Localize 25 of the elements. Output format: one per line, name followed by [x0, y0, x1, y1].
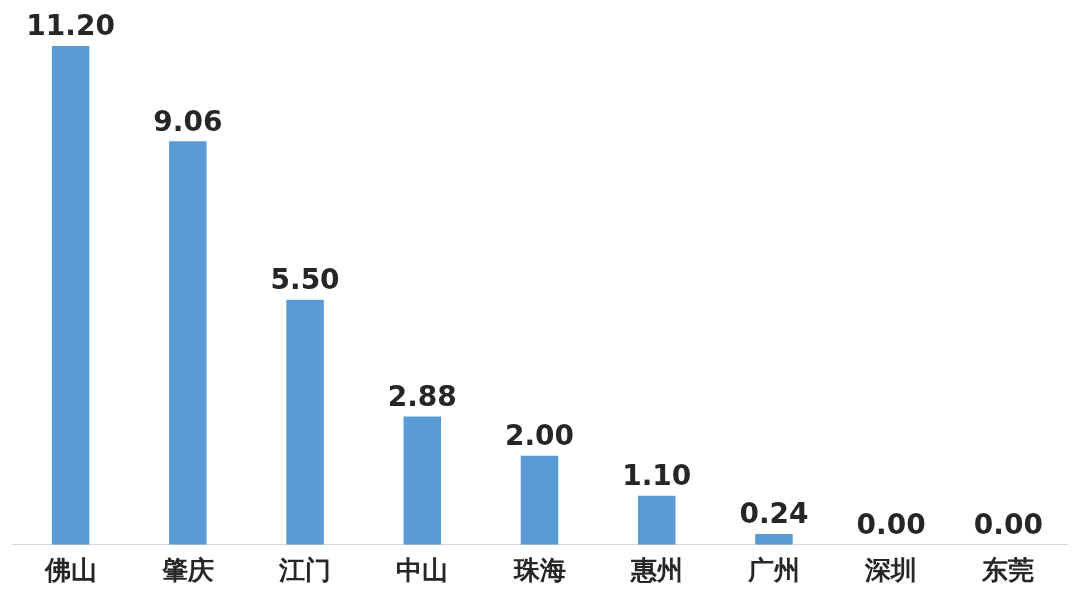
data-label: 0.00 — [973, 508, 1043, 542]
x-tick-label: 东莞 — [981, 555, 1035, 586]
bar — [169, 141, 207, 545]
data-label: 0.24 — [739, 497, 809, 531]
data-label: 5.50 — [270, 263, 340, 297]
data-label: 1.10 — [622, 459, 692, 493]
x-tick-label: 惠州 — [629, 555, 683, 586]
data-label: 9.06 — [153, 104, 223, 138]
data-label: 2.88 — [387, 379, 457, 413]
x-tick-label: 江门 — [278, 555, 332, 586]
data-label: 0.00 — [856, 508, 926, 542]
bar — [403, 416, 442, 545]
x-tick-label: 深圳 — [864, 555, 918, 586]
x-tick-label: 肇庆 — [160, 555, 214, 586]
x-tick-label: 珠海 — [512, 555, 566, 586]
x-tick-label: 佛山 — [43, 555, 97, 586]
bar — [520, 455, 559, 545]
bar — [286, 299, 324, 545]
bar — [51, 46, 90, 545]
x-tick-label: 中山 — [396, 555, 449, 586]
bar — [755, 534, 793, 545]
data-label: 11.20 — [26, 9, 115, 43]
bar — [637, 495, 676, 545]
data-label: 2.00 — [504, 419, 575, 453]
x-tick-label: 广州 — [746, 555, 800, 586]
